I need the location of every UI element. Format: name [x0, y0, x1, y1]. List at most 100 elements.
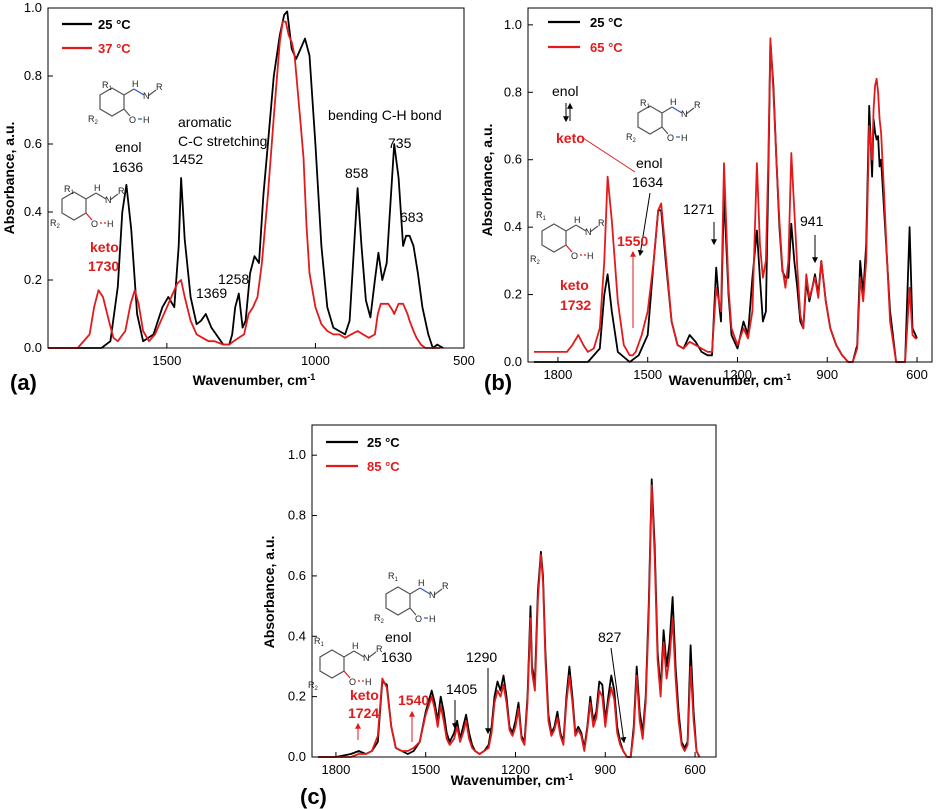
svg-text:N: N [585, 227, 592, 237]
svg-text:R2: R2 [50, 218, 61, 230]
annot-a-aromatic: aromatic [178, 114, 232, 130]
plot-area-b [534, 37, 918, 363]
annot-a-1636: 1636 [112, 159, 143, 175]
plot-frame-b [527, 7, 933, 363]
annot-c-1290: 1290 [466, 649, 497, 665]
y-axis-title-c: Absorbance, a.u. [261, 536, 277, 649]
svg-text:H: H [352, 641, 359, 651]
y-tick-label-c-4: 0.8 [288, 508, 306, 523]
x-tick-label-c-1: 1500 [411, 762, 440, 777]
svg-text:N: N [429, 590, 436, 600]
annot-c-keto: keto [350, 687, 379, 703]
plot-frame-a [47, 7, 465, 349]
x-ticks-b: 1800 1500 1200 900 600 [543, 357, 928, 382]
keto-structure-c: H N R O H R1 R2 [308, 636, 383, 692]
svg-text:H: H [429, 614, 436, 624]
svg-text:H: H [681, 133, 688, 143]
y-tick-label-a-3: 0.6 [24, 136, 42, 151]
y-tick-label-a-4: 0.8 [24, 68, 42, 83]
svg-text:R: R [442, 581, 449, 591]
svg-text:O: O [129, 115, 136, 125]
y-tick-label-b-4: 0.8 [504, 84, 522, 99]
annot-a-683: 683 [400, 209, 424, 225]
y-tick-label-c-2: 0.4 [288, 628, 306, 643]
svg-text:H: H [132, 79, 139, 89]
svg-text:O: O [667, 133, 674, 143]
x-tick-label-b-0: 1800 [543, 367, 572, 382]
x-tick-label-a-1: 1000 [301, 353, 330, 368]
svg-text:N: N [143, 91, 150, 101]
svg-text:R2: R2 [374, 613, 385, 625]
annot-b-1634: 1634 [632, 174, 663, 190]
annot-a-1452: 1452 [172, 151, 203, 167]
annot-b-1732: 1732 [560, 297, 591, 313]
x-ticks-c: 1800 1500 1200 900 600 [321, 752, 706, 777]
y-axis-title-b: Absorbance, a.u. [479, 124, 495, 237]
svg-text:R2: R2 [626, 132, 637, 144]
y-tick-label-a-5: 1.0 [24, 0, 42, 15]
y-tick-label-b-5: 1.0 [504, 17, 522, 32]
legend-c: 25 °C 85 °C [326, 435, 400, 474]
legend-label-25c-a: 25 °C [98, 17, 131, 32]
y-tick-label-c-3: 0.6 [288, 568, 306, 583]
legend-b: 25 °C 65 °C [548, 15, 623, 55]
x-tick-label-c-2: 1200 [501, 762, 530, 777]
annot-a-cc-stretching: C-C stretching [178, 133, 267, 149]
leader-b-keto [582, 137, 636, 173]
series-line-a-1 [48, 20, 441, 349]
svg-text:R2: R2 [530, 254, 541, 266]
svg-text:R: R [376, 644, 383, 654]
y-tick-label-b-2: 0.4 [504, 219, 522, 234]
annot-c-1405: 1405 [446, 681, 477, 697]
svg-text:R2: R2 [308, 680, 319, 692]
y-tick-label-a-0: 0.0 [24, 340, 42, 355]
legend-label-37c: 37 °C [98, 41, 131, 56]
svg-text:H: H [107, 219, 114, 229]
svg-text:O: O [349, 677, 356, 687]
legend-label-25c-c: 25 °C [367, 435, 400, 450]
annot-a-enol: enol [115, 139, 141, 155]
panel-label-a: (a) [10, 370, 37, 395]
x-axis-title-c: Wavenumber, cm-1 [451, 772, 574, 788]
y-tick-label-a-1: 0.2 [24, 272, 42, 287]
annot-b-1550: 1550 [617, 233, 648, 249]
x-tick-label-b-2: 1200 [723, 367, 752, 382]
annot-a-1258: 1258 [218, 271, 249, 287]
annot-b-keto-top: keto [556, 130, 585, 146]
svg-text:R1: R1 [536, 210, 547, 222]
svg-text:H: H [143, 115, 150, 125]
y-tick-label-c-0: 0.0 [288, 749, 306, 764]
x-axis-title-a: Wavenumber, cm-1 [193, 372, 316, 388]
legend-label-25c-b: 25 °C [590, 15, 623, 30]
keto-structure-b: H N R O H R1 R2 [530, 210, 605, 266]
annot-a-bending-ch: bending C-H bond [328, 107, 442, 123]
y-axis-title-a: Absorbance, a.u. [1, 122, 17, 235]
annot-c-enol: enol [385, 629, 411, 645]
annot-b-enol: enol [636, 155, 662, 171]
annot-c-1630: 1630 [381, 649, 412, 665]
panel-a: 0.0 0.2 0.4 0.6 0.8 1.0 1500 1000 500 Wavenumbe… [1, 0, 475, 395]
svg-text:R: R [598, 218, 605, 228]
svg-text:O: O [91, 219, 98, 229]
annot-b-1271: 1271 [683, 201, 714, 217]
svg-text:R1: R1 [314, 636, 325, 648]
svg-text:R1: R1 [102, 80, 113, 92]
x-ticks-a: 1500 1000 500 [152, 343, 475, 368]
enol-structure-c: H N R O H R1 R2 [374, 571, 449, 625]
y-tick-label-c-1: 0.2 [288, 689, 306, 704]
plot-area-c [318, 478, 701, 758]
svg-text:R1: R1 [640, 98, 651, 110]
y-tick-label-b-0: 0.0 [504, 354, 522, 369]
panel-label-c: (c) [300, 784, 327, 809]
svg-text:R: R [694, 100, 701, 110]
series-line-a-0 [48, 10, 444, 349]
panel-label-b: (b) [484, 370, 512, 395]
y-tick-label-c-5: 1.0 [288, 447, 306, 462]
panel-b: 0.0 0.2 0.4 0.6 0.8 1.0 1800 1500 1200 900 600 Wa… [479, 7, 933, 395]
y-ticks-a: 0.0 0.2 0.4 0.6 0.8 1.0 [24, 0, 53, 355]
svg-text:R: R [118, 186, 125, 196]
annot-b-941: 941 [800, 213, 824, 229]
plot-area-a [48, 10, 444, 349]
y-tick-label-b-1: 0.2 [504, 287, 522, 302]
